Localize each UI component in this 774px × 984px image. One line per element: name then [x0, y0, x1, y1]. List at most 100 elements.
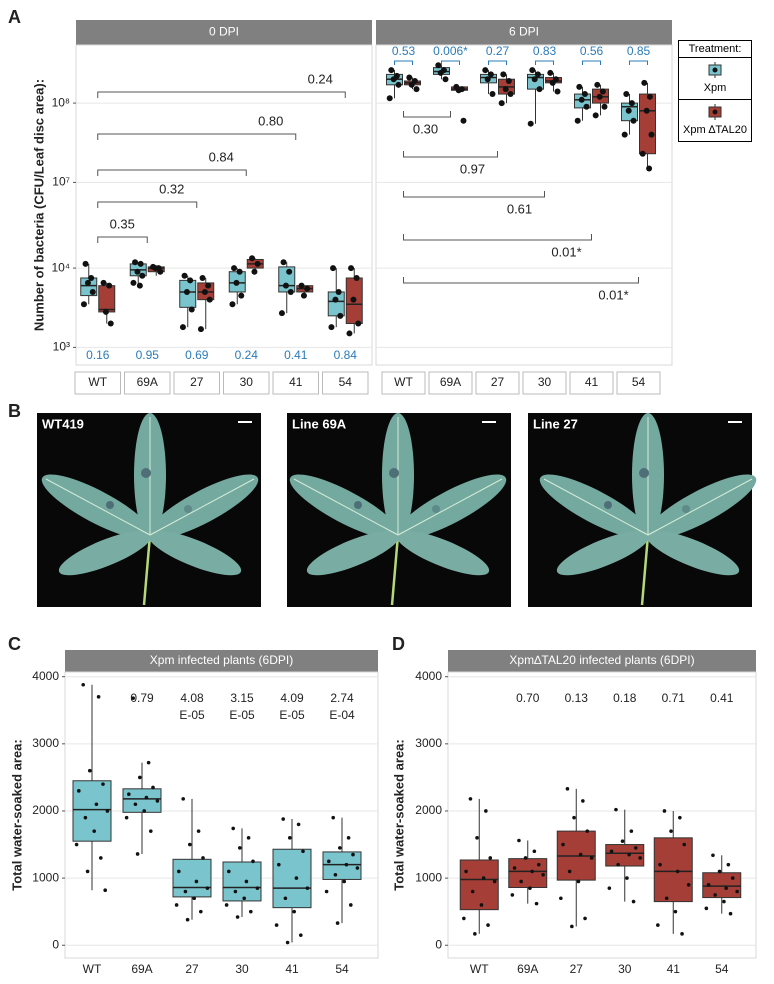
box	[322, 851, 362, 880]
strip	[448, 650, 756, 672]
p-value: 0.84	[334, 348, 358, 362]
point	[639, 150, 646, 157]
point	[151, 785, 155, 790]
point	[484, 809, 488, 813]
legend-key	[708, 104, 722, 120]
comparison-label: 0.01*	[598, 287, 628, 302]
point	[625, 876, 629, 880]
y-tick-label: 10⁸	[52, 95, 70, 109]
bracket	[97, 91, 346, 98]
comparison-label: 0.01*	[551, 244, 581, 259]
category-box	[74, 371, 121, 395]
point	[523, 856, 528, 860]
box	[98, 285, 116, 313]
point	[283, 896, 288, 901]
point	[142, 809, 146, 813]
p-value: E-05	[229, 708, 255, 722]
p-value: 0.53	[392, 44, 416, 58]
point	[130, 279, 137, 286]
point	[536, 862, 541, 867]
point	[229, 301, 236, 308]
point	[413, 86, 420, 93]
point	[238, 292, 245, 299]
bracket	[629, 60, 648, 65]
panel-label: B	[8, 401, 21, 421]
point	[335, 921, 340, 925]
box	[639, 93, 656, 155]
panel-label: C	[8, 634, 21, 654]
point	[84, 279, 91, 286]
point	[554, 88, 561, 95]
point	[231, 265, 238, 272]
photo: Line 69A	[281, 411, 515, 607]
point	[468, 797, 473, 801]
point	[609, 849, 614, 854]
x-tick-label: 27	[185, 962, 199, 976]
point	[101, 782, 105, 786]
point	[349, 903, 353, 907]
point	[299, 933, 303, 937]
point	[678, 815, 682, 820]
strip-title: 6 DPI	[509, 25, 539, 39]
point	[473, 932, 477, 936]
plot-area	[447, 671, 757, 959]
point	[287, 288, 294, 295]
x-tick-label: 30	[618, 962, 632, 976]
p-value: 0.41	[284, 348, 308, 362]
bracket	[394, 60, 413, 65]
y-tick-label: 10³	[53, 340, 70, 354]
comparison-label: 0.30	[413, 121, 438, 136]
point	[255, 886, 260, 890]
strip	[65, 650, 378, 672]
point	[348, 265, 355, 272]
y-axis-title: Total water-soaked area:	[9, 739, 24, 890]
p-value: 0.85	[627, 44, 651, 58]
point	[197, 326, 204, 333]
legend-key	[708, 62, 722, 78]
category-box	[522, 371, 567, 395]
box	[272, 848, 312, 909]
point	[188, 842, 192, 847]
point	[183, 889, 188, 894]
point	[594, 81, 601, 88]
point	[578, 852, 583, 857]
point	[155, 799, 160, 803]
photo: WT419	[33, 411, 267, 607]
plot-area	[64, 671, 379, 959]
point	[730, 876, 735, 880]
point	[77, 789, 81, 793]
point	[583, 916, 587, 921]
point	[581, 91, 588, 98]
point	[395, 81, 402, 88]
y-tick-label: 4000	[32, 669, 59, 683]
point	[614, 807, 618, 812]
point	[386, 95, 393, 102]
point	[292, 909, 297, 914]
p-value: 0.79	[130, 691, 154, 705]
point	[646, 93, 653, 100]
point	[346, 836, 351, 840]
y-tick-label: 3000	[415, 736, 442, 750]
point	[96, 695, 101, 699]
bracket	[403, 191, 545, 198]
bracket	[403, 111, 451, 118]
point	[206, 296, 213, 303]
point	[83, 815, 88, 820]
point	[583, 103, 590, 110]
category-box	[475, 371, 520, 395]
point	[332, 296, 339, 303]
point	[132, 259, 139, 266]
y-tick-label: 0	[435, 937, 442, 951]
p-value: 4.09	[280, 691, 304, 705]
point	[139, 272, 146, 279]
point	[99, 856, 103, 860]
point	[146, 760, 151, 765]
y-tick-label: 10⁷	[52, 175, 70, 189]
category-box	[569, 371, 614, 395]
point	[481, 876, 486, 880]
y-tick-label: 1000	[415, 870, 442, 884]
p-value: 0.95	[136, 348, 160, 362]
point	[89, 288, 96, 295]
point	[201, 856, 205, 860]
